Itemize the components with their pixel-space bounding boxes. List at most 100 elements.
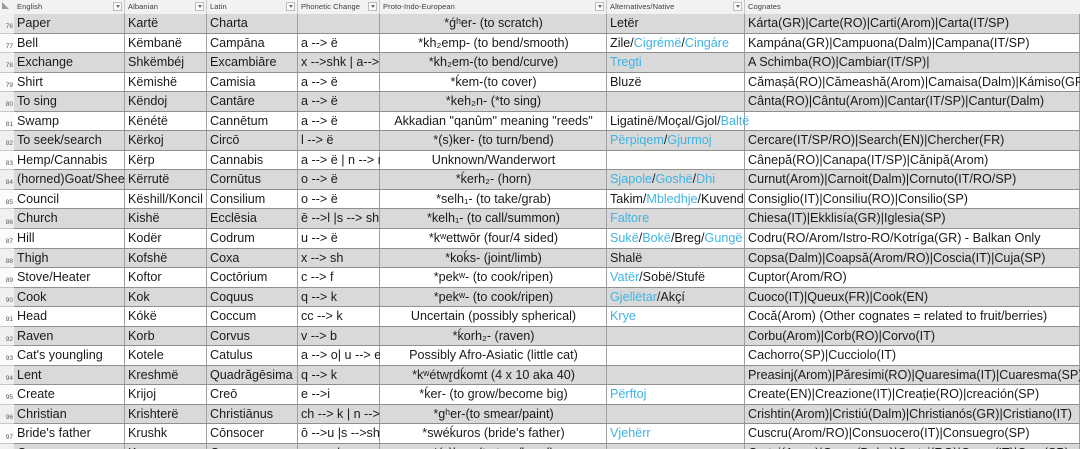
row-number[interactable]: 86 bbox=[0, 209, 14, 230]
cell-proto-indo-european[interactable]: *ḱorh₂- (raven) bbox=[380, 326, 607, 347]
table-row[interactable]: 87 Hill Kodër Codrum u --> ë *kʷettwōr (four/… bbox=[0, 229, 1080, 249]
cell-cognates[interactable] bbox=[745, 111, 1080, 132]
cell-english[interactable]: Bell bbox=[14, 33, 125, 54]
cell-alternatives-native[interactable]: Faltore bbox=[607, 209, 745, 230]
cell-alternatives-native[interactable]: Gjellëtar/Akçí bbox=[607, 287, 745, 308]
table-row[interactable]: 77 Bell Këmbanë Campāna a --> ë *kh₂emp- (to … bbox=[0, 33, 1080, 54]
table-row[interactable]: 92 Raven Korb Corvus v --> b *ḱorh₂- (raven) C… bbox=[0, 326, 1080, 347]
cell-alternatives-native[interactable] bbox=[607, 365, 745, 386]
cell-latin[interactable]: Cannabis bbox=[207, 150, 298, 171]
column-header-alternatives-native[interactable]: Alternatives/Native bbox=[607, 0, 745, 14]
cell-proto-indo-european[interactable]: *kh₂em-(to bend/curve) bbox=[380, 53, 607, 73]
cell-proto-indo-european[interactable]: *(s)ker- (to turn/bend) bbox=[380, 131, 607, 151]
row-number[interactable]: 91 bbox=[0, 307, 14, 327]
cell-alternatives-native[interactable]: Sjapole / Goshë / Dhi bbox=[607, 170, 745, 190]
filter-dropdown-icon-latin[interactable] bbox=[286, 1, 295, 11]
cell-proto-indo-european[interactable]: *ḱem-(to cover) bbox=[380, 72, 607, 93]
cell-phonetic-change[interactable]: a --> ë bbox=[298, 33, 380, 54]
select-all-icon[interactable] bbox=[0, 0, 14, 14]
cell-proto-indo-european[interactable]: *kelh₁- (to call/summon) bbox=[380, 209, 607, 230]
filter-dropdown-icon-phonetic-change[interactable] bbox=[368, 1, 377, 11]
cell-english[interactable]: Cook bbox=[14, 287, 125, 308]
cell-albanian[interactable]: Kërrutë bbox=[125, 170, 207, 190]
row-number[interactable]: 90 bbox=[0, 287, 14, 308]
row-number[interactable]: 92 bbox=[0, 326, 14, 347]
row-number[interactable]: 98 bbox=[0, 444, 14, 449]
column-header-proto-indo-european[interactable]: Proto-Indo-European bbox=[380, 0, 607, 14]
row-number[interactable]: 79 bbox=[0, 72, 14, 93]
cell-proto-indo-european[interactable]: *selh₁- (to take/grab) bbox=[380, 189, 607, 210]
cell-english[interactable]: Shirt bbox=[14, 72, 125, 93]
cell-proto-indo-european[interactable]: *kʷettwōr (four/4 sided) bbox=[380, 229, 607, 249]
table-row[interactable]: 84 (horned)Goat/Sheep Kërrutë Cornūtus o -->… bbox=[0, 170, 1080, 190]
cell-alternatives-native[interactable]: Ligatinë/Moçal/Gjol/Baltë bbox=[607, 111, 749, 132]
cell-phonetic-change[interactable]: u --> ë bbox=[298, 229, 380, 249]
cell-proto-indo-european[interactable]: *swéḱuros (bride's father) bbox=[380, 424, 607, 445]
cell-cognates[interactable]: Preasinj(Arom)|Păresimi(RO)|Quaresima(IT… bbox=[745, 365, 1080, 386]
cell-cognates[interactable]: Copsa(Dalm)|Coapsă(Arom/RO)|Coscia(IT)|C… bbox=[745, 248, 1080, 269]
cell-albanian[interactable]: Krushk bbox=[125, 424, 207, 445]
row-number[interactable]: 81 bbox=[0, 111, 14, 132]
cell-cognates[interactable]: Cămașă(RO)|Cămeashă(Arom)|Camaisa(Dalm)|… bbox=[745, 72, 1080, 93]
cell-phonetic-change[interactable]: ō -->u |s -->sh bbox=[298, 424, 380, 445]
cell-phonetic-change[interactable]: c --> f bbox=[298, 268, 380, 288]
row-number[interactable]: 85 bbox=[0, 189, 14, 210]
cell-cognates[interactable]: Corbu(Arom)|Corb(RO)|Corvo(IT) bbox=[745, 326, 1080, 347]
cell-english[interactable]: Head bbox=[14, 307, 125, 327]
column-header-latin[interactable]: Latin bbox=[207, 0, 298, 14]
cell-english[interactable]: Paper bbox=[14, 14, 125, 34]
cell-albanian[interactable]: Kryq bbox=[125, 444, 207, 449]
table-row[interactable]: 94 Lent Kreshmë Quadrăgēsima q --> k *kʷétwr̥… bbox=[0, 365, 1080, 386]
cell-english[interactable]: Stove/Heater bbox=[14, 268, 125, 288]
cell-latin[interactable]: Crux bbox=[207, 444, 298, 449]
cell-cognates[interactable]: Cercare(IT/SP/RO)|Search(EN)|Chercher(FR… bbox=[745, 131, 1080, 151]
cell-cognates[interactable]: Crishtin(Arom)|Cristiú(Dalm)|Christianós… bbox=[745, 404, 1080, 425]
cell-alternatives-native[interactable] bbox=[607, 444, 745, 449]
cell-english[interactable]: Exchange bbox=[14, 53, 125, 73]
table-row[interactable]: 96 Christian Krishterë Christiānus ch --> k … bbox=[0, 404, 1080, 425]
cell-proto-indo-european[interactable]: *pekʷ- (to cook/ripen) bbox=[380, 268, 607, 288]
row-number[interactable]: 82 bbox=[0, 131, 14, 151]
cell-cognates[interactable]: Chiesa(IT)|Ekklisía(GR)|Iglesia(SP) bbox=[745, 209, 1080, 230]
column-header-cognates[interactable]: Cognates bbox=[745, 0, 1080, 14]
cell-proto-indo-european[interactable]: *pekʷ- (to cook/ripen) bbox=[380, 287, 607, 308]
cell-latin[interactable]: Coxa bbox=[207, 248, 298, 269]
cell-english[interactable]: (horned)Goat/Sheep bbox=[14, 170, 132, 190]
cell-latin[interactable]: Corvus bbox=[207, 326, 298, 347]
cell-cognates[interactable]: Cocă(Arom) (Other cognates = related to … bbox=[745, 307, 1080, 327]
cell-phonetic-change[interactable]: cc --> k bbox=[298, 307, 380, 327]
cell-proto-indo-european[interactable]: *kʷétwr̥dḱomt (4 x 10 aka 40) bbox=[380, 365, 607, 386]
cell-albanian[interactable]: Kotele bbox=[125, 346, 207, 366]
cell-phonetic-change[interactable]: x --> sh bbox=[298, 248, 380, 269]
cell-latin[interactable]: Circō bbox=[207, 131, 298, 151]
cell-latin[interactable]: Cannētum bbox=[207, 111, 298, 132]
filter-dropdown-icon-proto-indo-european[interactable] bbox=[595, 1, 604, 11]
row-number[interactable]: 97 bbox=[0, 424, 14, 445]
cell-alternatives-native[interactable]: Përpiqem / Gjurmoj bbox=[607, 131, 745, 151]
cell-proto-indo-european[interactable]: Possibly Afro-Asiatic (little cat) bbox=[380, 346, 607, 366]
filter-dropdown-icon-alternatives-native[interactable] bbox=[733, 1, 742, 11]
cell-alternatives-native[interactable]: Përftoj bbox=[607, 385, 745, 405]
cell-english[interactable]: Hemp/Cannabis bbox=[14, 150, 125, 171]
cell-latin[interactable]: Coctōrium bbox=[207, 268, 298, 288]
cell-albanian[interactable]: Shkëmbéj bbox=[125, 53, 207, 73]
column-header-albanian[interactable]: Albanian bbox=[125, 0, 207, 14]
cell-albanian[interactable]: Këndoj bbox=[125, 92, 207, 112]
cell-albanian[interactable]: Krishterë bbox=[125, 404, 207, 425]
row-number[interactable]: 76 bbox=[0, 14, 14, 34]
cell-alternatives-native[interactable]: Tregti bbox=[607, 53, 745, 73]
cell-cognates[interactable]: Crutsi(Arom)|Crauc(Dalm)|Crutsi(RO)|Croc… bbox=[745, 444, 1080, 449]
cell-albanian[interactable]: Kreshmë bbox=[125, 365, 207, 386]
cell-phonetic-change[interactable]: q --> k bbox=[298, 287, 380, 308]
cell-albanian[interactable]: Kërkoj bbox=[125, 131, 207, 151]
cell-phonetic-change[interactable]: a --> ë bbox=[298, 92, 380, 112]
cell-phonetic-change[interactable]: v --> b bbox=[298, 326, 380, 347]
row-number[interactable]: 83 bbox=[0, 150, 14, 171]
cell-cognates[interactable]: Kárta(GR)|Carte(RO)|Carti(Arom)|Carta(IT… bbox=[745, 14, 1080, 34]
cell-latin[interactable]: Charta bbox=[207, 14, 298, 34]
cell-albanian[interactable]: Këmishë bbox=[125, 72, 207, 93]
row-number[interactable]: 87 bbox=[0, 229, 14, 249]
cell-proto-indo-european[interactable]: *gʰer-(to smear/paint) bbox=[380, 404, 607, 425]
cell-latin[interactable]: Quadrăgēsima bbox=[207, 365, 298, 386]
cell-albanian[interactable]: Krijoj bbox=[125, 385, 207, 405]
